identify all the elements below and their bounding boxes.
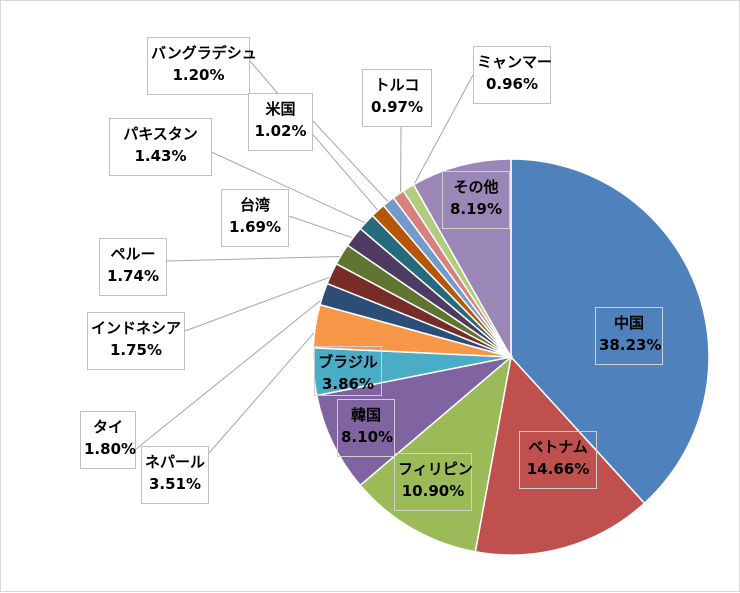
slice-name-label: パキスタン — [113, 123, 208, 145]
slice-name-label: インドネシア — [91, 317, 181, 339]
slice-name-label: その他 — [446, 176, 506, 198]
slice-name-label: 米国 — [252, 98, 309, 120]
slice-name-label: ベトナム — [523, 436, 593, 458]
slice-name-label: トルコ — [366, 74, 428, 96]
slice-percent-label: 8.19% — [446, 198, 506, 220]
leader-line — [313, 121, 391, 205]
slice-name-label: フィリピン — [398, 458, 468, 480]
slice-percent-label: 1.43% — [113, 145, 208, 167]
slice-percent-label: 1.69% — [225, 216, 285, 238]
slice-percent-label: 1.20% — [151, 64, 246, 86]
slice-percent-label: 1.80% — [84, 438, 132, 460]
slice-name-label: 台湾 — [225, 194, 285, 216]
slice-percent-label: 14.66% — [523, 458, 593, 480]
slice-percent-label: 38.23% — [599, 334, 659, 356]
slice-percent-label: 0.96% — [477, 73, 547, 95]
slice-name-label: タイ — [84, 416, 132, 438]
slice-percent-label: 1.74% — [103, 265, 163, 287]
slice-percent-label: 1.02% — [252, 120, 309, 142]
slice-name-label: バングラデシュ — [151, 42, 246, 64]
slice-percent-label: 10.90% — [398, 480, 468, 502]
slice-name-label: 中国 — [599, 312, 659, 334]
slice-name-label: ミャンマー — [477, 51, 547, 73]
slice-name-label: ペルー — [103, 243, 163, 265]
slice-percent-label: 1.75% — [91, 339, 181, 361]
slice-percent-label: 0.97% — [366, 96, 428, 118]
leader-line — [185, 275, 335, 331]
leader-line — [167, 256, 345, 261]
leader-line — [289, 216, 357, 239]
slice-percent-label: 3.86% — [318, 373, 378, 395]
slice-percent-label: 3.51% — [145, 473, 205, 495]
slice-name-label: ブラジル — [318, 351, 378, 373]
slice-percent-label: 8.10% — [341, 426, 391, 448]
slice-name-label: 韓国 — [341, 404, 391, 426]
slice-name-label: ネパール — [145, 451, 205, 473]
